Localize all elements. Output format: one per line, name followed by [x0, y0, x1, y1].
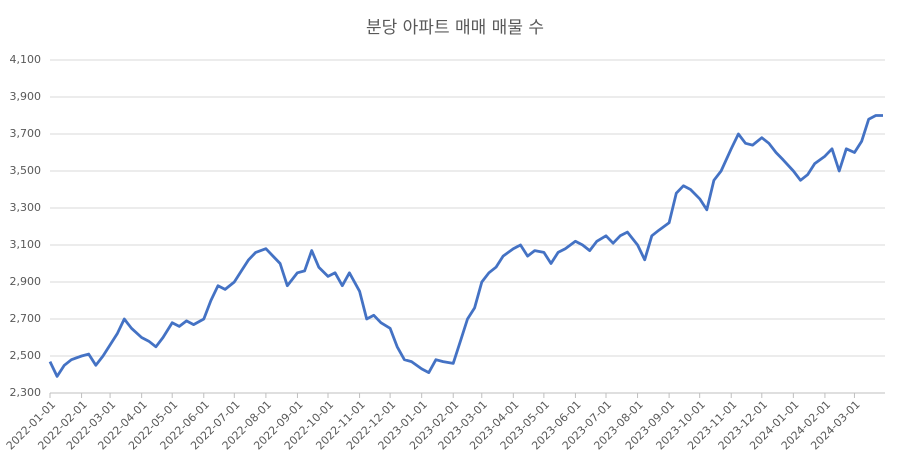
- y-tick-label: 3,300: [10, 201, 42, 214]
- y-tick-label: 3,500: [10, 164, 42, 177]
- y-tick-label: 4,100: [10, 53, 42, 66]
- y-tick-label: 2,500: [10, 349, 42, 362]
- chart-title: 분당 아파트 매매 매물 수: [366, 18, 544, 38]
- y-tick-label: 3,700: [10, 127, 42, 140]
- y-tick-label: 2,900: [10, 275, 42, 288]
- y-tick-label: 2,700: [10, 312, 42, 325]
- y-tick-label: 2,300: [10, 386, 42, 399]
- y-tick-label: 3,900: [10, 90, 42, 103]
- y-tick-label: 3,100: [10, 238, 42, 251]
- data-line: [48, 114, 883, 378]
